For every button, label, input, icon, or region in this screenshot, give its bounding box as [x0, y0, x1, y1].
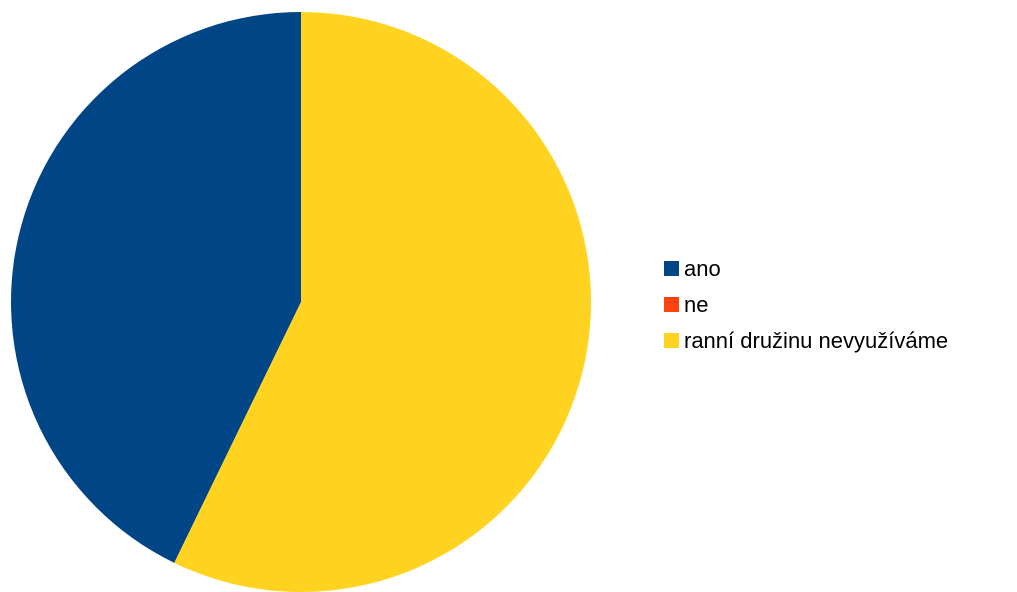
legend-item-ne: ne	[664, 291, 948, 318]
legend-swatch-ranni-druzinu-nevyuzivame	[664, 333, 679, 348]
legend-item-ano: ano	[664, 255, 948, 282]
pie-slice-ranni-druzinu-nevyuzivame	[174, 12, 592, 592]
legend: ano ne ranní družinu nevyužíváme	[664, 255, 948, 354]
legend-item-ranni-druzinu-nevyuzivame: ranní družinu nevyužíváme	[664, 327, 948, 354]
legend-label-ano: ano	[684, 256, 721, 281]
pie-slice-ano	[11, 12, 301, 563]
pie-slices	[11, 12, 592, 592]
legend-swatch-ano	[664, 261, 679, 276]
legend-swatch-ne	[664, 297, 679, 312]
legend-label-ranni-druzinu-nevyuzivame: ranní družinu nevyužíváme	[684, 328, 949, 353]
legend-label-ne: ne	[684, 292, 709, 317]
